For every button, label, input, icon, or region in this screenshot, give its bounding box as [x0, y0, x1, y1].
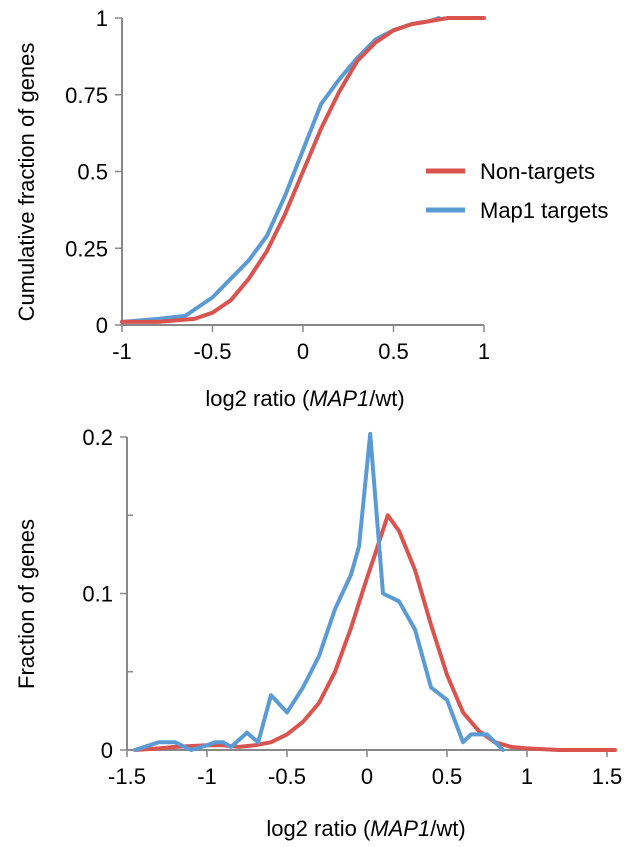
bottom-chart-x-axis-title: log2 ratio (MAP1/wt): [266, 816, 465, 841]
top-chart-x-axis-title: log2 ratio (MAP1/wt): [205, 386, 404, 411]
bottom-chart-x-tick-label: 1: [521, 764, 533, 789]
bottom-x-title-prefix: log2 ratio (: [266, 816, 371, 841]
top-chart-y-tick-label: 0.5: [77, 160, 108, 185]
top-x-title-prefix: log2 ratio (: [205, 386, 310, 411]
bottom-chart-y-axis-title: Fraction of genes: [14, 519, 39, 689]
bottom-series-non-targets: [133, 513, 617, 752]
bottom-chart-x-tick-label: -1.5: [108, 764, 146, 789]
top-series-map1-targets: [120, 16, 441, 324]
top-x-title-italic: MAP1: [309, 386, 369, 411]
top-chart-legend: Non-targets Map1 targets: [426, 159, 608, 223]
top-chart-y-tick-label: 0: [96, 313, 108, 338]
top-chart-x-tick-label: 1: [478, 339, 490, 364]
top-chart-y-tick-label: 0.75: [65, 83, 108, 108]
bottom-x-title-suffix: /wt): [430, 816, 465, 841]
bottom-chart-y-tick-label: 0: [101, 738, 113, 763]
top-chart-x-tick-label: 0.5: [378, 339, 409, 364]
bottom-chart-y-tick-label: 0.2: [82, 425, 113, 450]
bottom-series-map1-targets: [133, 431, 505, 752]
top-chart-x-tick-label: 0: [297, 339, 309, 364]
top-x-title-suffix: /wt): [369, 386, 404, 411]
bottom-chart-x-tick-label: 1.5: [592, 764, 623, 789]
bottom-x-title-italic: MAP1: [370, 816, 430, 841]
top-chart-y-tick-label: 0.25: [65, 236, 108, 261]
bottom-chart-x-tick-label: 0: [361, 764, 373, 789]
top-chart-x-tick-label: -0.5: [194, 339, 232, 364]
bottom-chart-x-tick-label: 0.5: [432, 764, 463, 789]
bottom-chart-x-tick-label: -0.5: [268, 764, 306, 789]
top-chart-plot-area: 0 0.25 0.5 0.75 1 -1 -0.5 0 0.5 1: [65, 6, 490, 364]
top-chart-x-tick-label: -1: [112, 339, 132, 364]
bottom-chart-plot-area: 0 0.1 0.2 -1.5 -1 -0.5 0 0.5 1 1.5: [82, 425, 622, 789]
legend-label-map1-targets: Map1 targets: [480, 198, 608, 223]
legend-label-non-targets: Non-targets: [480, 159, 595, 184]
top-series-non-targets: [120, 16, 486, 324]
top-chart-y-tick-label: 1: [96, 6, 108, 31]
bottom-chart-y-tick-label: 0.1: [82, 582, 113, 607]
top-chart-y-axis-title: Cumulative fraction of genes: [14, 43, 39, 322]
bottom-chart-x-tick-label: -1: [197, 764, 217, 789]
